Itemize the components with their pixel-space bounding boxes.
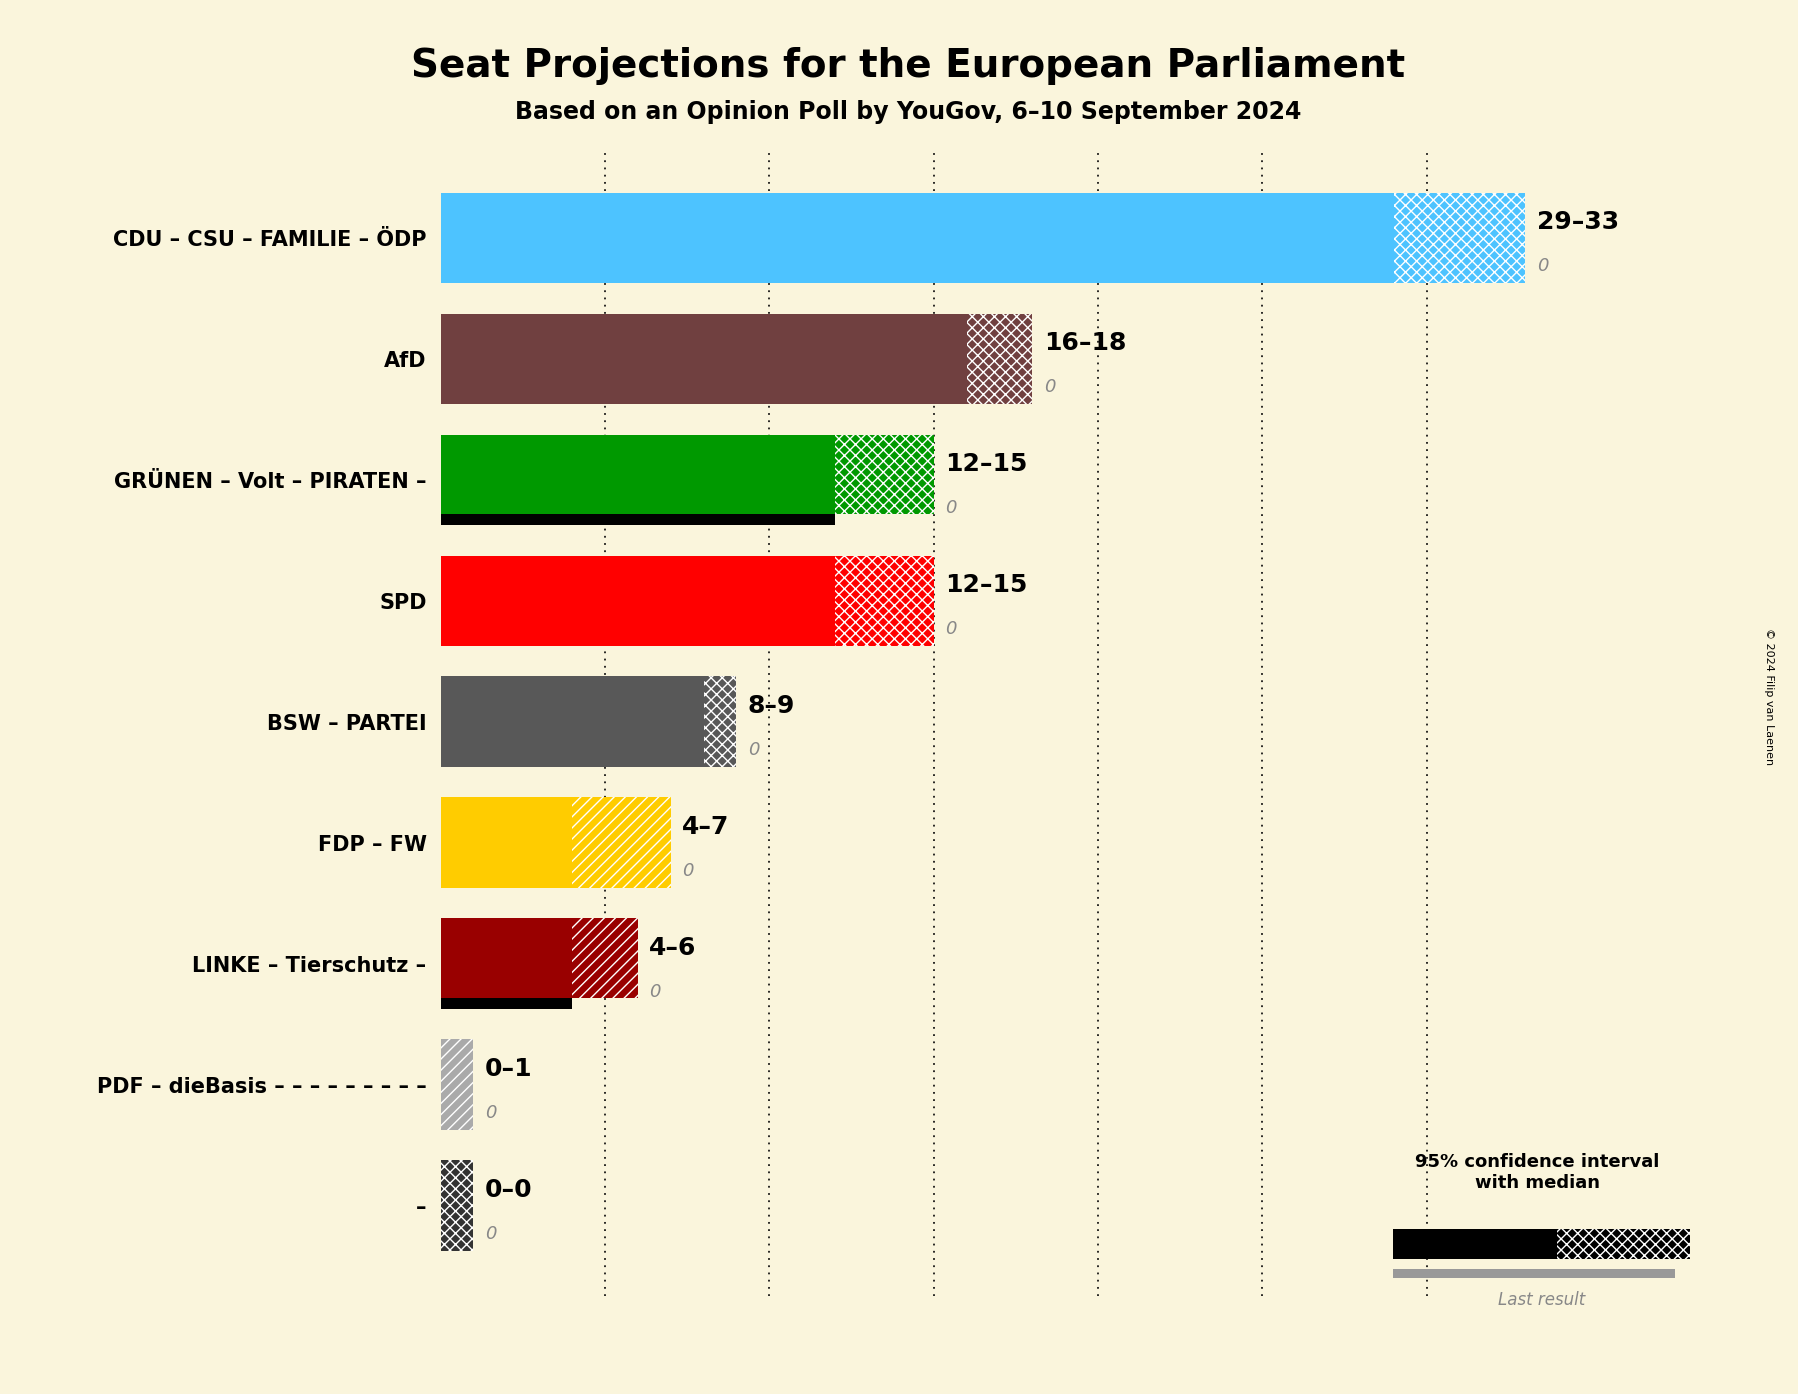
Text: 4–7: 4–7 (681, 815, 730, 839)
Text: Based on an Opinion Poll by YouGov, 6–10 September 2024: Based on an Opinion Poll by YouGov, 6–10… (514, 100, 1302, 124)
Text: 95% confidence interval
with median: 95% confidence interval with median (1415, 1153, 1660, 1192)
Bar (441, 1040, 473, 1131)
Text: 0: 0 (946, 499, 957, 517)
Text: 0: 0 (485, 1224, 496, 1242)
Bar (441, 1160, 473, 1250)
Text: Seat Projections for the European Parliament: Seat Projections for the European Parlia… (412, 47, 1404, 85)
Bar (967, 314, 1032, 404)
Bar (834, 435, 933, 514)
Text: 12–15: 12–15 (946, 452, 1028, 477)
Bar (572, 797, 671, 888)
Bar (1393, 1230, 1557, 1259)
Bar (441, 514, 834, 526)
Text: 0: 0 (748, 740, 759, 758)
Bar (572, 919, 638, 998)
Text: 0: 0 (1045, 378, 1055, 396)
Text: 0: 0 (485, 1104, 496, 1122)
Text: Last result: Last result (1498, 1291, 1586, 1309)
Text: 4–6: 4–6 (649, 935, 696, 960)
Text: © 2024 Filip van Laenen: © 2024 Filip van Laenen (1764, 629, 1775, 765)
Bar (1557, 1230, 1690, 1259)
Bar (1393, 1269, 1676, 1278)
Bar (834, 556, 933, 647)
Bar (441, 797, 572, 888)
Text: 0–1: 0–1 (485, 1057, 532, 1080)
Text: 12–15: 12–15 (946, 573, 1028, 597)
Bar (703, 676, 737, 767)
Text: 0–0: 0–0 (485, 1178, 532, 1202)
Text: 0: 0 (681, 861, 694, 880)
Bar (441, 192, 1393, 283)
Bar (1393, 192, 1525, 283)
Text: 0: 0 (649, 983, 662, 1001)
Bar (441, 314, 967, 404)
Bar (441, 556, 834, 647)
Text: 0: 0 (946, 620, 957, 637)
Text: 0: 0 (1537, 256, 1548, 275)
Text: 16–18: 16–18 (1045, 332, 1126, 355)
Text: 8–9: 8–9 (748, 694, 795, 718)
Bar (441, 435, 834, 514)
Text: 29–33: 29–33 (1537, 210, 1620, 234)
Bar (441, 998, 572, 1009)
Bar (441, 919, 572, 998)
Bar (441, 676, 703, 767)
